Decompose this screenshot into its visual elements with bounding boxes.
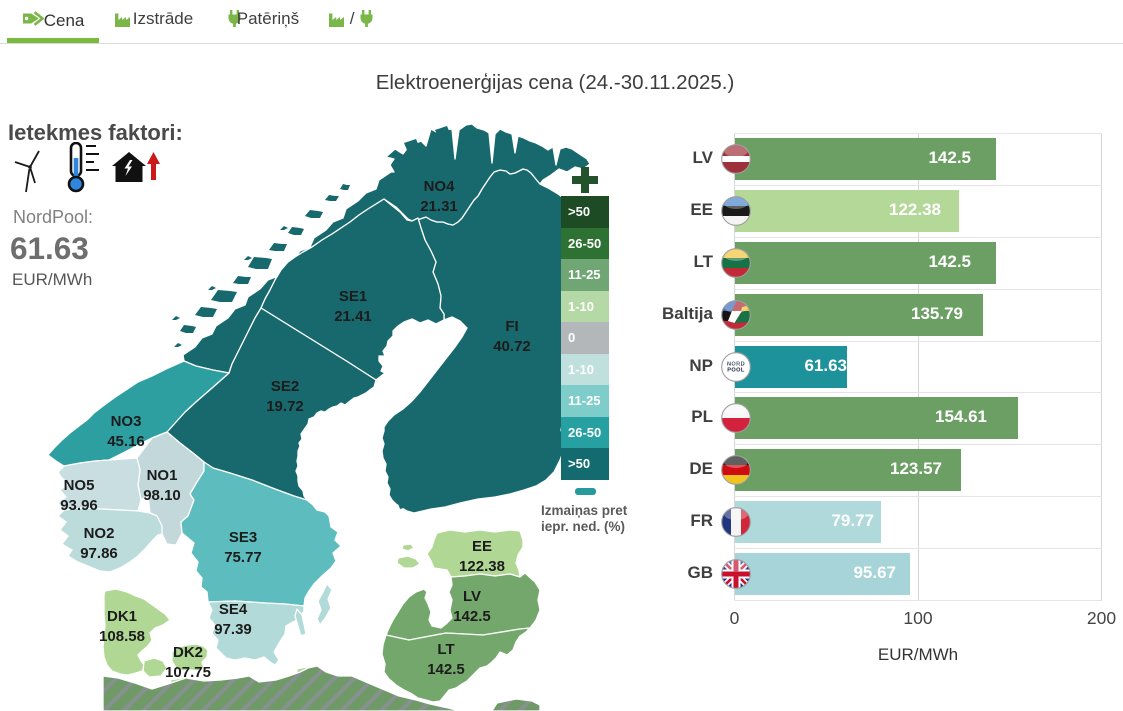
- svg-text:142.5: 142.5: [427, 661, 465, 678]
- svg-text:LT: LT: [437, 641, 454, 658]
- svg-text:NORD: NORD: [727, 361, 745, 367]
- svg-text:NO5: NO5: [64, 477, 95, 494]
- svg-text:NO3: NO3: [111, 413, 142, 430]
- svg-text:21.31: 21.31: [420, 198, 458, 215]
- svg-text:122.38: 122.38: [459, 558, 505, 575]
- svg-text:108.58: 108.58: [99, 628, 145, 645]
- svg-text:SE3: SE3: [229, 529, 257, 546]
- svg-text:NO2: NO2: [84, 525, 115, 542]
- svg-text:40.72: 40.72: [493, 338, 531, 355]
- svg-text:21.41: 21.41: [334, 308, 372, 325]
- svg-text:97.86: 97.86: [80, 545, 118, 562]
- svg-text:POOL: POOL: [727, 367, 745, 373]
- svg-text:NO1: NO1: [147, 467, 178, 484]
- svg-text:75.77: 75.77: [224, 549, 262, 566]
- svg-text:SE4: SE4: [219, 601, 248, 618]
- svg-text:SE2: SE2: [271, 378, 299, 395]
- svg-text:DK2: DK2: [173, 644, 203, 661]
- svg-text:93.96: 93.96: [60, 497, 98, 514]
- svg-text:142.5: 142.5: [453, 608, 491, 625]
- svg-text:FI: FI: [505, 318, 518, 335]
- svg-text:19.72: 19.72: [266, 398, 304, 415]
- svg-text:SE1: SE1: [339, 288, 367, 305]
- svg-text:97.39: 97.39: [214, 621, 252, 638]
- svg-text:107.75: 107.75: [165, 664, 211, 681]
- svg-text:98.10: 98.10: [143, 487, 181, 504]
- svg-text:EE: EE: [472, 538, 492, 555]
- svg-text:NO4: NO4: [424, 178, 456, 195]
- svg-text:LV: LV: [463, 588, 481, 605]
- svg-text:45.16: 45.16: [107, 433, 145, 450]
- svg-text:DK1: DK1: [107, 608, 137, 625]
